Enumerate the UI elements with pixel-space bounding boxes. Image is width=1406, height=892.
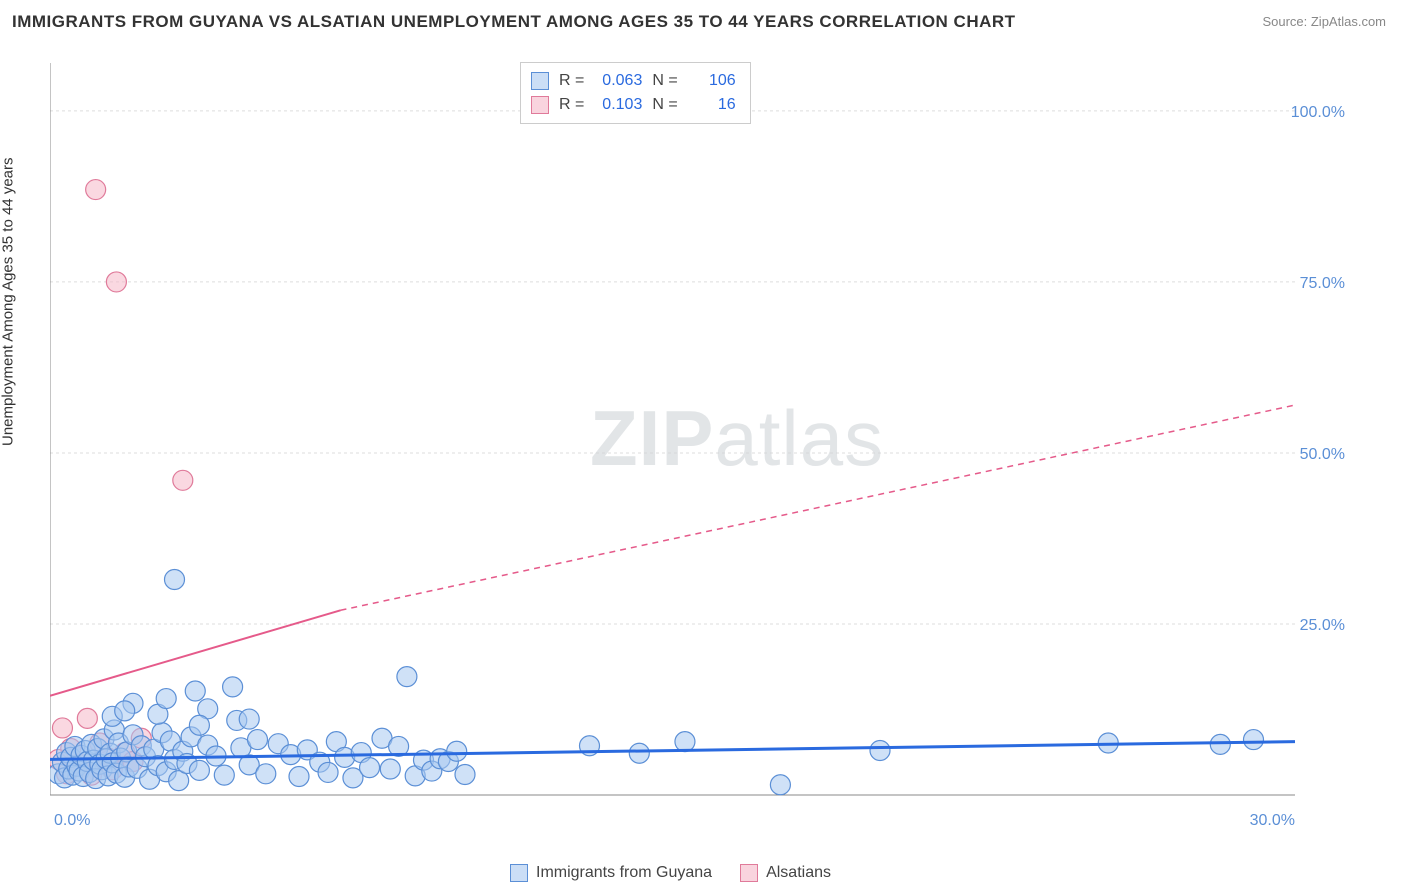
data-point-series-a [156, 689, 176, 709]
legend-label-b: Alsatians [766, 864, 831, 882]
legend-swatch-a [510, 864, 528, 882]
source-attribution: Source: ZipAtlas.com [1262, 14, 1386, 29]
data-point-series-a [675, 732, 695, 752]
stat-n-value-b: 16 [688, 96, 736, 114]
data-point-series-a [360, 758, 380, 778]
data-point-series-a [447, 741, 467, 761]
data-point-series-a [189, 715, 209, 735]
x-tick-label: 0.0% [54, 812, 90, 829]
data-point-series-a [870, 741, 890, 761]
data-point-series-a [289, 767, 309, 787]
data-point-series-a [223, 677, 243, 697]
y-tick-label: 25.0% [1300, 617, 1345, 634]
data-point-series-a [214, 765, 234, 785]
data-point-series-a [165, 570, 185, 590]
stat-r-value-b: 0.103 [594, 96, 642, 114]
stat-n-label: N = [652, 72, 677, 90]
data-point-series-b [77, 708, 97, 728]
stat-n-label-b: N = [652, 96, 677, 114]
data-point-series-a [629, 743, 649, 763]
data-point-series-a [239, 709, 259, 729]
swatch-series-b [531, 96, 549, 114]
stats-row-series-a: R = 0.063 N = 106 [531, 69, 736, 93]
data-point-series-a [185, 681, 205, 701]
stat-r-value-a: 0.063 [594, 72, 642, 90]
data-point-series-a [770, 775, 790, 795]
data-point-series-b [52, 718, 72, 738]
data-point-series-a [248, 730, 268, 750]
swatch-series-a [531, 72, 549, 90]
chart-container: IMMIGRANTS FROM GUYANA VS ALSATIAN UNEMP… [0, 0, 1406, 892]
x-tick-label: 30.0% [1250, 812, 1295, 829]
y-tick-label: 75.0% [1300, 275, 1345, 292]
y-axis-label: Unemployment Among Ages 35 to 44 years [0, 157, 17, 446]
chart-title: IMMIGRANTS FROM GUYANA VS ALSATIAN UNEMP… [12, 12, 1016, 32]
stats-legend-box: R = 0.063 N = 106 R = 0.103 N = 16 [520, 62, 751, 124]
data-point-series-b [173, 470, 193, 490]
plot-svg: 25.0% 50.0% 75.0% 100.0% 0.0% 30.0% ZIPatlas [50, 45, 1350, 835]
data-point-series-a [455, 764, 475, 784]
legend-swatch-b [740, 864, 758, 882]
watermark: ZIPatlas [590, 394, 884, 482]
data-point-series-a [318, 762, 338, 782]
legend-item-b: Alsatians [740, 864, 831, 882]
data-point-series-a [380, 759, 400, 779]
legend-label-a: Immigrants from Guyana [536, 864, 712, 882]
data-point-series-a [115, 701, 135, 721]
stats-row-series-b: R = 0.103 N = 16 [531, 93, 736, 117]
stat-n-value-a: 106 [688, 72, 736, 90]
legend-item-a: Immigrants from Guyana [510, 864, 712, 882]
data-point-series-b [86, 180, 106, 200]
data-point-series-a [1244, 730, 1264, 750]
data-point-series-a [397, 667, 417, 687]
stat-r-label-b: R = [559, 96, 584, 114]
data-point-series-a [256, 764, 276, 784]
data-point-series-a [189, 760, 209, 780]
plot-area: 25.0% 50.0% 75.0% 100.0% 0.0% 30.0% ZIPatlas R… [50, 45, 1350, 835]
y-tick-label: 100.0% [1291, 104, 1345, 121]
data-point-series-b [106, 272, 126, 292]
bottom-legend: Immigrants from Guyana Alsatians [510, 864, 831, 882]
y-tick-label: 50.0% [1300, 446, 1345, 463]
stat-r-label: R = [559, 72, 584, 90]
data-point-series-a [1210, 734, 1230, 754]
